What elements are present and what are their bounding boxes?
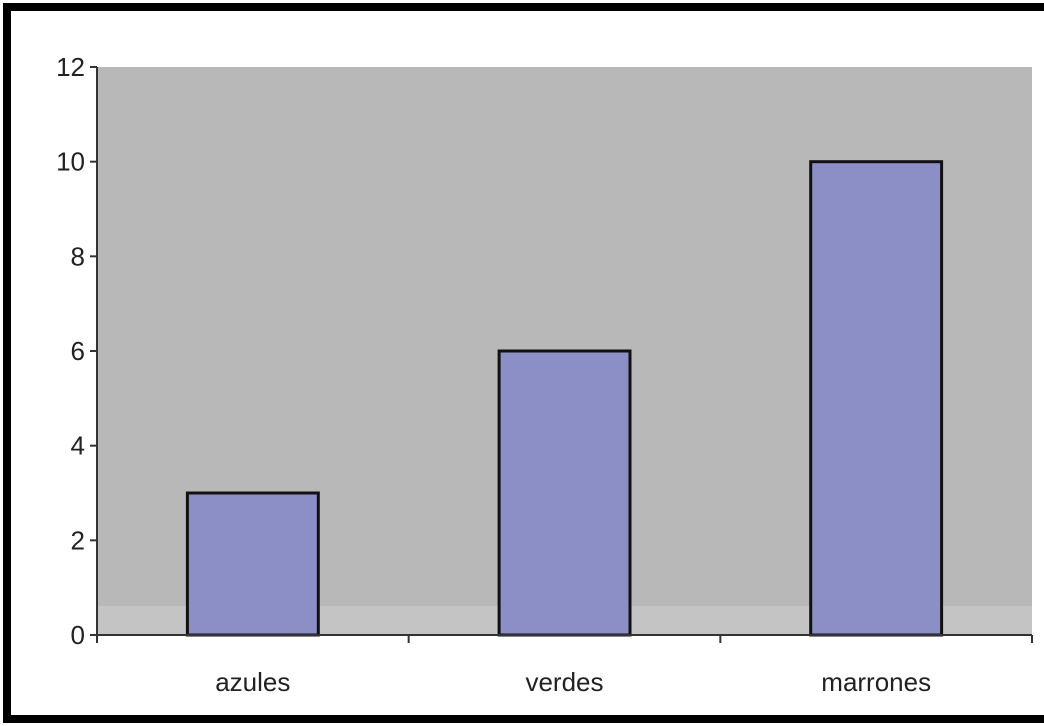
x-category-label-marrones: marrones: [821, 667, 931, 697]
x-category-label-verdes: verdes: [525, 667, 603, 697]
y-tick-label-12: 12: [56, 52, 85, 82]
outer-frame: [3, 3, 1044, 723]
y-tick-label-4: 4: [71, 431, 85, 461]
y-tick-labels: 0 2 4 6 8 10 12: [56, 52, 85, 650]
bar-marrones: [809, 160, 944, 637]
x-category-labels: azules verdes marrones: [215, 667, 931, 697]
y-tick-label-0: 0: [71, 620, 85, 650]
axis-layer: [90, 66, 1033, 643]
y-tick-label-10: 10: [56, 147, 85, 177]
y-tick-label-6: 6: [71, 336, 85, 366]
x-category-label-azules: azules: [215, 667, 290, 697]
y-tick-label-8: 8: [71, 241, 85, 271]
bar-azules: [185, 491, 320, 637]
bar-verdes: [497, 349, 632, 637]
y-tick-label-2: 2: [71, 525, 85, 555]
